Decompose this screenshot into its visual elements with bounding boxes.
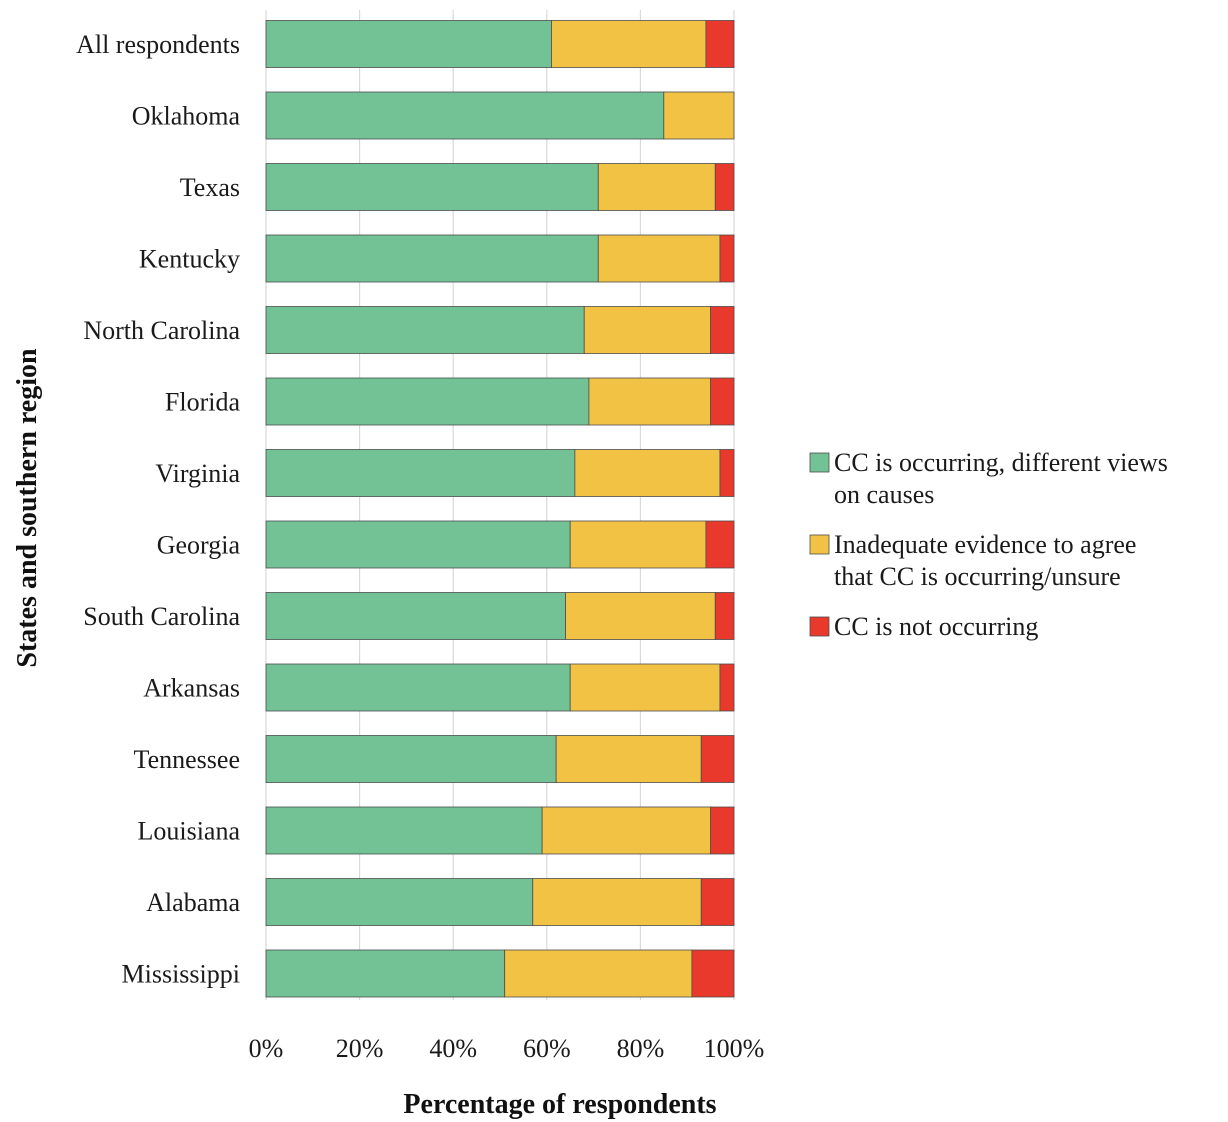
bar-segment [700, 878, 735, 926]
bar-segment [265, 592, 566, 640]
bar-segment [541, 806, 711, 855]
bar-segment [710, 806, 735, 855]
legend-label: CC is occurring, different views [834, 448, 1168, 477]
legend-label: that CC is occurring/unsure [834, 562, 1121, 591]
bar-segment [569, 520, 707, 569]
x-tick-label: 60% [523, 1034, 571, 1063]
bar-segment [588, 377, 711, 426]
y-axis-title: States and southern region [12, 348, 43, 668]
legend-swatch [809, 452, 830, 473]
x-tick-label: 40% [429, 1034, 477, 1063]
bar-segment [265, 20, 552, 68]
legend-label: Inadequate evidence to agree [834, 530, 1136, 559]
bar-segment [663, 91, 735, 140]
category-label: Oklahoma [132, 102, 241, 131]
category-label: Arkansas [143, 674, 240, 703]
category-label: Florida [165, 388, 241, 417]
bar-segment [574, 449, 721, 497]
category-label: Virginia [155, 459, 240, 488]
bar-segment [265, 663, 571, 712]
bar-segment [705, 20, 735, 68]
category-label: Tennessee [134, 745, 240, 774]
category-label: North Carolina [83, 316, 240, 345]
x-tick-label: 100% [704, 1034, 765, 1063]
bar-segment [597, 234, 721, 283]
x-tick-label: 0% [249, 1034, 284, 1063]
category-label: Georgia [157, 531, 241, 560]
bar-segment [265, 234, 599, 283]
bar-segment [710, 306, 735, 354]
bar-segment [551, 20, 707, 68]
bar-segment [265, 306, 585, 354]
bar-segment [700, 735, 735, 783]
legend-label: on causes [834, 480, 934, 509]
legend-label: CC is not occurring [834, 612, 1038, 641]
bar-segment [265, 449, 576, 497]
category-label: Louisiana [137, 817, 240, 846]
bar-segment [710, 377, 735, 426]
bar-segment [719, 449, 735, 497]
bars [265, 20, 735, 998]
category-label: Mississippi [122, 960, 241, 989]
category-label: All respondents [76, 30, 240, 59]
bar-segment [714, 163, 735, 211]
bar-segment [719, 663, 735, 712]
bar-segment [265, 520, 571, 569]
bar-segment [705, 520, 735, 569]
legend-swatch [809, 616, 830, 637]
bar-segment [555, 735, 702, 783]
x-axis-title: Percentage of respondents [403, 1089, 716, 1120]
legend-swatch [809, 534, 830, 555]
bar-segment [265, 91, 665, 140]
bar-segment [714, 592, 735, 640]
category-labels: All respondents Oklahoma Texas Kentucky Nort… [76, 30, 240, 989]
bar-segment [265, 806, 543, 855]
legend: CC is occurring, different views on cause… [809, 448, 1168, 641]
x-tick-labels: 0% 20% 40% 60% 80% 100% [249, 1034, 765, 1063]
bar-segment [583, 306, 711, 354]
bar-segment [569, 663, 721, 712]
category-label: South Carolina [83, 602, 240, 631]
bar-segment [265, 735, 557, 783]
category-label: Alabama [146, 888, 240, 917]
bar-segment [504, 949, 693, 998]
bar-segment [565, 592, 716, 640]
bar-segment [597, 163, 716, 211]
bar-segment [719, 234, 735, 283]
category-label: Kentucky [139, 245, 240, 274]
bar-segment [265, 878, 534, 926]
x-tick-label: 80% [617, 1034, 665, 1063]
bar-segment [265, 377, 590, 426]
x-tick-label: 20% [336, 1034, 384, 1063]
bar-segment [265, 163, 599, 211]
bar-segment [691, 949, 735, 998]
bar-segment [265, 949, 506, 998]
category-label: Texas [180, 173, 240, 202]
bar-segment [532, 878, 702, 926]
